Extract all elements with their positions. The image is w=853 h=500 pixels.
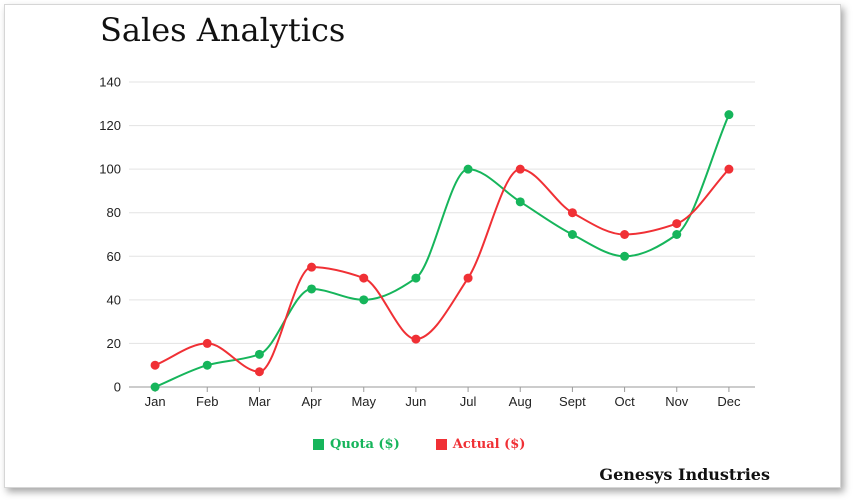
y-tick-label: 80 [107, 205, 121, 220]
data-point-actual [620, 230, 630, 239]
x-tick-label: Aug [509, 394, 532, 409]
data-point-actual [359, 273, 369, 283]
chart-card: Sales Analytics 0 20 40 60 80 100 120 140 Jan Feb… [4, 4, 841, 488]
legend-swatch [313, 439, 324, 450]
series-line-quota [154, 114, 730, 388]
data-point-actual [150, 360, 160, 370]
data-point-actual [724, 164, 734, 174]
y-tick-label: 60 [107, 249, 121, 264]
x-tick-label: Apr [301, 394, 322, 409]
x-tick-label: Nov [665, 394, 689, 409]
data-point-actual [567, 208, 577, 218]
y-tick-label: 0 [114, 380, 121, 395]
legend-item-quota[interactable]: Quota ($) [313, 437, 400, 452]
x-tick-label: Feb [196, 394, 218, 409]
data-point-quota [620, 251, 630, 261]
x-tick-label: Mar [248, 394, 271, 409]
data-point-quota [724, 110, 734, 120]
data-point-actual [254, 367, 264, 377]
data-point-actual [515, 164, 525, 174]
series-line-actual [154, 168, 730, 373]
data-point-quota [567, 230, 577, 239]
data-point-quota [411, 273, 421, 283]
chart-title: Sales Analytics [100, 11, 346, 49]
legend-label: Actual ($) [452, 437, 526, 452]
data-point-quota [202, 360, 212, 370]
x-tick-label: Jun [405, 394, 426, 409]
y-tick-label: 140 [99, 75, 121, 90]
x-tick-label: Dec [717, 394, 741, 409]
legend-label: Quota ($) [330, 437, 400, 452]
y-tick-label: 20 [107, 336, 121, 351]
data-point-actual [307, 262, 317, 272]
data-point-actual [202, 338, 212, 348]
y-tick-label: 120 [99, 118, 121, 133]
data-point-quota [515, 197, 525, 207]
legend-item-actual[interactable]: Actual ($) [435, 437, 526, 452]
company-brand: Genesys Industries [599, 465, 770, 484]
x-tick-label: Jan [145, 394, 166, 409]
chart-legend: Quota ($) Actual ($) [313, 437, 525, 452]
x-tick-label: May [351, 394, 376, 409]
data-point-quota [672, 230, 682, 239]
x-tick-label: Jul [460, 394, 477, 409]
data-point-actual [672, 219, 682, 229]
x-tick-label: Oct [614, 394, 635, 409]
y-tick-label: 100 [99, 162, 121, 177]
data-point-quota [463, 164, 473, 174]
y-tick-label: 40 [107, 292, 121, 307]
data-point-quota [307, 284, 317, 294]
data-point-quota [150, 382, 160, 392]
data-point-quota [359, 295, 369, 305]
data-point-quota [254, 349, 264, 359]
data-point-actual [411, 334, 421, 344]
x-tick-label: Sept [559, 394, 586, 409]
legend-swatch [435, 439, 447, 450]
data-point-actual [463, 273, 473, 283]
line-chart: 0 20 40 60 80 100 120 140 Jan Feb Mar Apr May Jun Jul A… [99, 75, 755, 409]
